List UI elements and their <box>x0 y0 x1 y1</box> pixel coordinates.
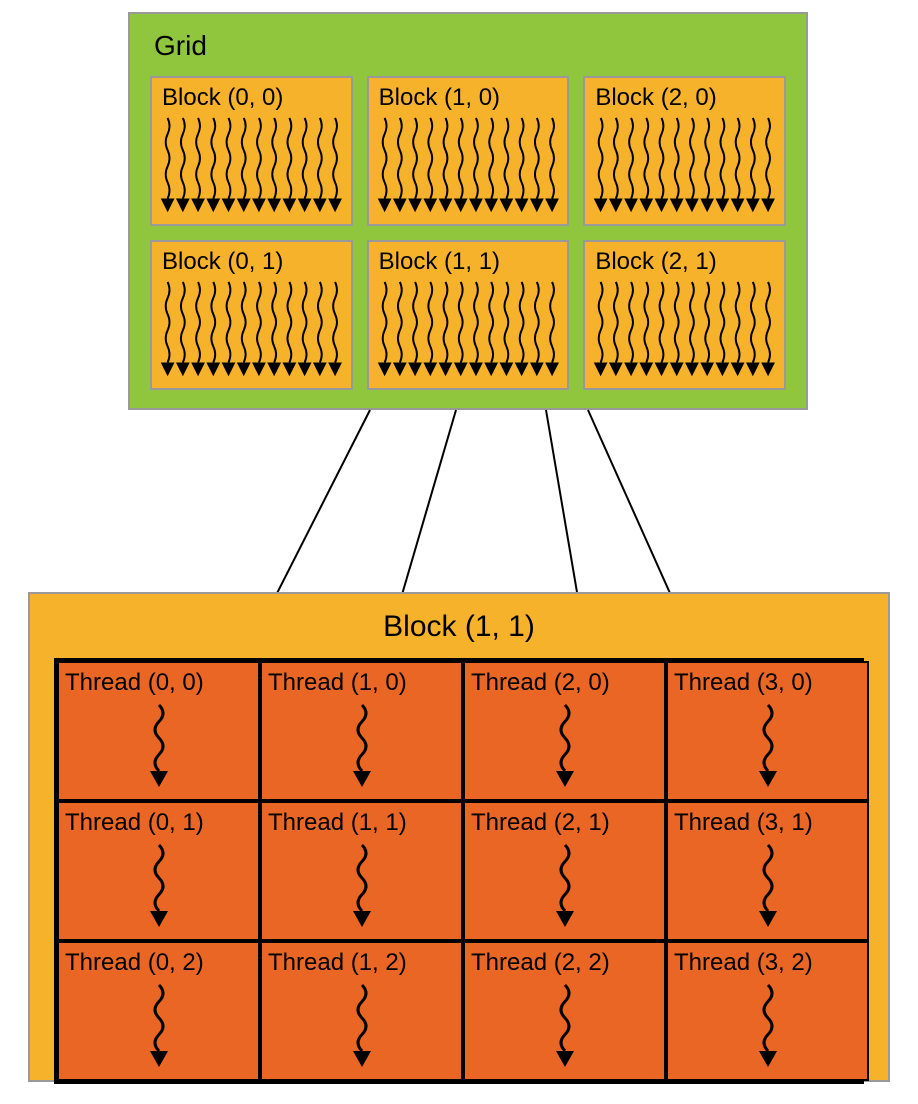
thread-wavy-arrow <box>753 837 783 932</box>
thread-label: Thread (1, 1) <box>268 809 407 837</box>
thread-label: Thread (0, 2) <box>65 949 204 977</box>
grid-block: Block (2, 0) <box>583 76 786 226</box>
block-mini-threads <box>593 116 776 219</box>
thread-cell: Thread (3, 2) <box>666 941 869 1081</box>
grid-title: Grid <box>154 30 786 62</box>
block-label: Block (2, 0) <box>595 84 716 112</box>
block-mini-threads <box>160 280 343 383</box>
thread-label: Thread (2, 2) <box>471 949 610 977</box>
block-label: Block (0, 0) <box>162 84 283 112</box>
grid-block: Block (1, 1) <box>367 240 570 390</box>
thread-wavy-arrow <box>347 697 377 792</box>
block-detail-container: Block (1, 1) Thread (0, 0)Thread (1, 0)T… <box>28 592 890 1082</box>
block-mini-threads <box>377 280 560 383</box>
thread-cell: Thread (3, 1) <box>666 801 869 941</box>
thread-wavy-arrow <box>144 837 174 932</box>
thread-wavy-arrow <box>753 697 783 792</box>
thread-label: Thread (2, 0) <box>471 669 610 697</box>
thread-cell: Thread (1, 1) <box>260 801 463 941</box>
thread-label: Thread (3, 2) <box>674 949 813 977</box>
blocks-container: Block (0, 0)Block (1, 0)Block (2, 0)Bloc… <box>150 76 786 390</box>
block-mini-threads <box>160 116 343 219</box>
thread-wavy-arrow <box>550 837 580 932</box>
grid-block: Block (0, 0) <box>150 76 353 226</box>
thread-cell: Thread (1, 0) <box>260 661 463 801</box>
thread-cell: Thread (3, 0) <box>666 661 869 801</box>
thread-cell: Thread (1, 2) <box>260 941 463 1081</box>
thread-wavy-arrow <box>753 977 783 1072</box>
thread-cell: Thread (2, 2) <box>463 941 666 1081</box>
thread-wavy-arrow <box>144 977 174 1072</box>
block-label: Block (1, 0) <box>379 84 500 112</box>
thread-label: Thread (1, 2) <box>268 949 407 977</box>
block-label: Block (0, 1) <box>162 248 283 276</box>
thread-wavy-arrow <box>550 697 580 792</box>
thread-wavy-arrow <box>347 977 377 1072</box>
block-label: Block (2, 1) <box>595 248 716 276</box>
grid-block: Block (1, 0) <box>367 76 570 226</box>
thread-grid: Thread (0, 0) Thread (1, 0) Thread (2, 0) T… <box>54 658 864 1084</box>
thread-wavy-arrow <box>347 837 377 932</box>
block-mini-threads <box>593 280 776 383</box>
thread-label: Thread (3, 0) <box>674 669 813 697</box>
thread-label: Thread (3, 1) <box>674 809 813 837</box>
block-mini-threads <box>377 116 560 219</box>
blocks-row: Block (0, 0) Block (1, 0) Block (2, 0) <box>150 76 786 226</box>
thread-cell: Thread (2, 1) <box>463 801 666 941</box>
thread-cell: Thread (0, 0) <box>57 661 260 801</box>
grid-block: Block (2, 1) <box>583 240 786 390</box>
thread-cell: Thread (0, 1) <box>57 801 260 941</box>
grid-block: Block (0, 1) <box>150 240 353 390</box>
block-detail-title: Block (1, 1) <box>54 610 864 644</box>
thread-wavy-arrow <box>550 977 580 1072</box>
thread-label: Thread (0, 0) <box>65 669 204 697</box>
blocks-row: Block (0, 1) Block (1, 1) Block (2, 1) <box>150 240 786 390</box>
thread-cell: Thread (2, 0) <box>463 661 666 801</box>
block-label: Block (1, 1) <box>379 248 500 276</box>
thread-label: Thread (0, 1) <box>65 809 204 837</box>
grid-container: Grid Block (0, 0) Block (1, 0) Block (2, 0… <box>128 12 808 410</box>
thread-wavy-arrow <box>144 697 174 792</box>
thread-cell: Thread (0, 2) <box>57 941 260 1081</box>
thread-label: Thread (1, 0) <box>268 669 407 697</box>
thread-label: Thread (2, 1) <box>471 809 610 837</box>
